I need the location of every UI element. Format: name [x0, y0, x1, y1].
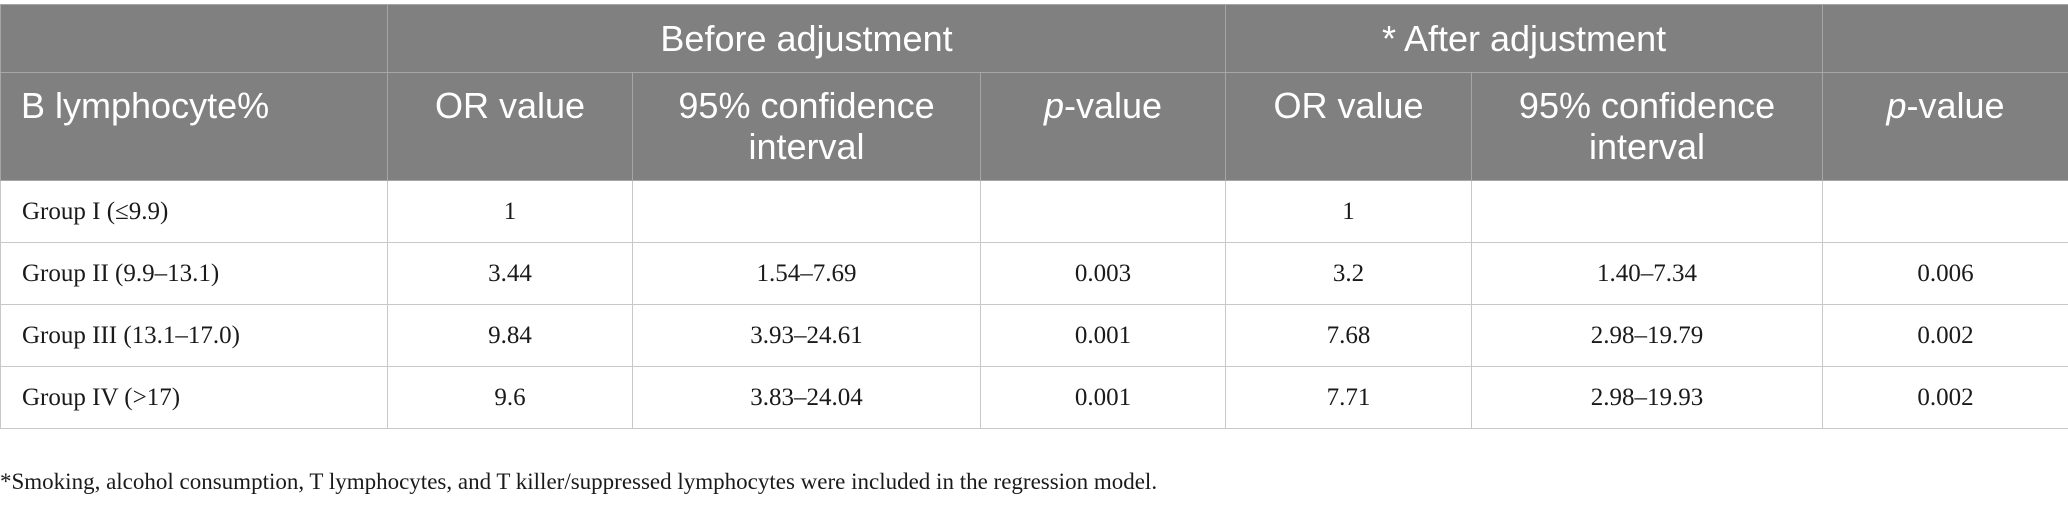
column-header-category: B lymphocyte% [0, 72, 388, 181]
before-adjustment-header: Before adjustment [386, 4, 1227, 73]
p-letter: p [1043, 85, 1064, 126]
ci-before-cell [632, 180, 981, 243]
ci-after-cell [1471, 180, 1824, 243]
or-after-cell: 7.68 [1225, 304, 1473, 367]
results-table: Before adjustment * After adjustment B l… [0, 4, 2068, 429]
column-header-ci-after: 95% confidence interval [1471, 72, 1824, 181]
or-after-cell: 3.2 [1225, 242, 1473, 305]
empty-header-cell [0, 4, 388, 73]
empty-header-cell [1822, 4, 2068, 73]
p-before-cell: 0.003 [979, 242, 1227, 305]
p-letter: p [1886, 85, 1907, 126]
after-adjustment-header: * After adjustment [1225, 4, 1824, 73]
table-row: Group IV (>17) 9.6 3.83–24.04 0.001 7.71… [0, 366, 2068, 429]
column-header-or-before: OR value [387, 72, 633, 181]
column-header-ci-before: 95% confidence interval [632, 72, 981, 181]
column-header-row: B lymphocyte% OR value 95% confidence in… [0, 72, 2068, 181]
ci-after-cell: 1.40–7.34 [1471, 242, 1824, 305]
or-before-cell: 9.6 [387, 366, 633, 429]
or-before-cell: 3.44 [387, 242, 633, 305]
ci-before-cell: 1.54–7.69 [632, 242, 981, 305]
p-after-cell: 0.006 [1822, 242, 2068, 305]
p-suffix: -value [1063, 85, 1163, 126]
or-after-cell: 1 [1225, 180, 1473, 243]
p-before-cell: 0.001 [979, 366, 1227, 429]
p-before-cell: 0.001 [979, 304, 1227, 367]
group-cell: Group I (≤9.9) [0, 180, 388, 243]
column-header-p-before: p-value [979, 72, 1227, 181]
column-header-or-after: OR value [1225, 72, 1473, 181]
ci-before-cell: 3.83–24.04 [632, 366, 981, 429]
column-header-p-after: p-value [1822, 72, 2068, 181]
or-before-cell: 1 [387, 180, 633, 243]
ci-after-cell: 2.98–19.79 [1471, 304, 1824, 367]
ci-before-cell: 3.93–24.61 [632, 304, 981, 367]
table-footnote: *Smoking, alcohol consumption, T lymphoc… [0, 469, 1158, 494]
ci-after-cell: 2.98–19.93 [1471, 366, 1824, 429]
table-row: Group I (≤9.9) 1 1 [0, 180, 2068, 243]
group-cell: Group II (9.9–13.1) [0, 242, 388, 305]
or-before-cell: 9.84 [387, 304, 633, 367]
p-after-cell: 0.002 [1822, 366, 2068, 429]
p-after-cell: 0.002 [1822, 304, 2068, 367]
or-after-cell: 7.71 [1225, 366, 1473, 429]
group-cell: Group IV (>17) [0, 366, 388, 429]
table-row: Group II (9.9–13.1) 3.44 1.54–7.69 0.003… [0, 242, 2068, 305]
group-cell: Group III (13.1–17.0) [0, 304, 388, 367]
p-suffix: -value [1906, 85, 2005, 126]
group-header-row: Before adjustment * After adjustment [0, 4, 2068, 73]
p-after-cell [1822, 180, 2068, 243]
p-before-cell [979, 180, 1227, 243]
table-row: Group III (13.1–17.0) 9.84 3.93–24.61 0.… [0, 304, 2068, 367]
